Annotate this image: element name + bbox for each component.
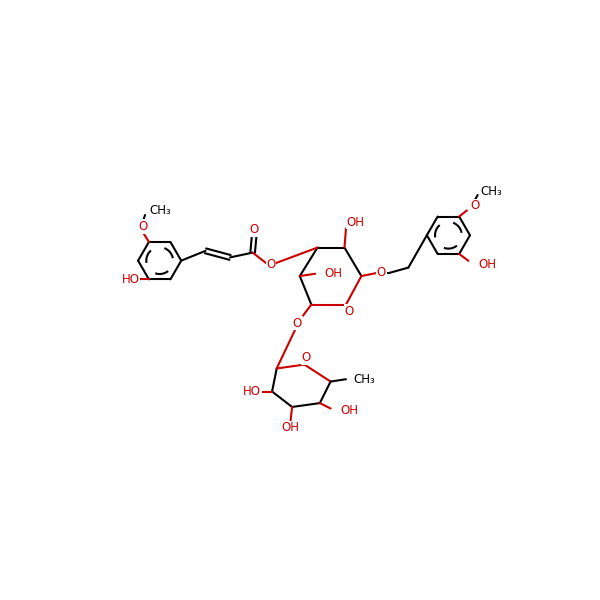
Text: HO: HO [121,273,139,286]
Text: CH₃: CH₃ [149,204,170,217]
Text: CH₃: CH₃ [481,185,503,199]
Text: O: O [293,317,302,329]
Text: CH₃: CH₃ [354,373,376,386]
Text: OH: OH [281,421,299,434]
Text: OH: OH [341,404,359,418]
Text: OH: OH [347,215,365,229]
Text: HO: HO [243,385,261,398]
Text: O: O [470,199,479,212]
Text: O: O [344,305,354,318]
Text: O: O [250,223,259,236]
Text: OH: OH [325,267,343,280]
Text: O: O [266,257,276,271]
Text: O: O [301,351,311,364]
Text: O: O [138,220,148,233]
Text: O: O [377,266,386,278]
Text: OH: OH [478,258,496,271]
